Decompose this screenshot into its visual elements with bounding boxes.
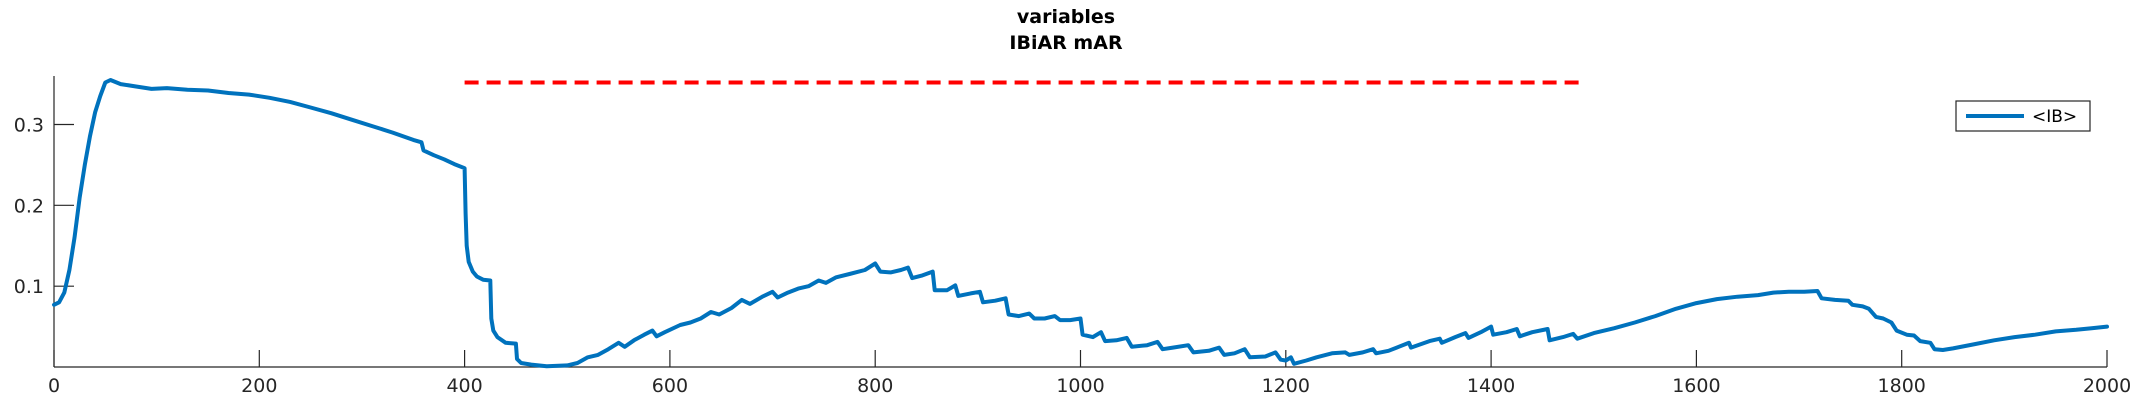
- y-tick-label: 0.1: [14, 276, 44, 298]
- series-line-ib: [52, 78, 2109, 369]
- legend-entry-label: <IB>: [2032, 107, 2077, 127]
- y-tick-label: 0.2: [14, 195, 44, 217]
- chart-title: variables IBiAR mAR: [1009, 6, 1123, 54]
- x-tick-label: 1200: [1262, 375, 1310, 397]
- x-tick-label: 800: [857, 375, 893, 397]
- x-tick-label: 1400: [1467, 375, 1515, 397]
- x-tick-label: 1800: [1878, 375, 1926, 397]
- axes: 0 200 400 600 800 1000 1200 1400 1600 1800 2000 0.1…: [14, 76, 2131, 397]
- y-tick-label: 0.3: [14, 115, 44, 137]
- x-tick-label: 0: [48, 375, 60, 397]
- x-tick-label: 600: [652, 375, 688, 397]
- x-tick-label: 1600: [1672, 375, 1720, 397]
- x-tick-label: 2000: [2083, 375, 2131, 397]
- series-group: [52, 78, 2109, 369]
- legend: <IB>: [1955, 100, 2091, 132]
- x-tick-label: 1000: [1056, 375, 1104, 397]
- x-tick-label: 200: [241, 375, 277, 397]
- chart-title-line-1: variables: [1017, 6, 1115, 28]
- x-tick-label: 400: [446, 375, 482, 397]
- chart-title-line-2: IBiAR mAR: [1009, 32, 1123, 54]
